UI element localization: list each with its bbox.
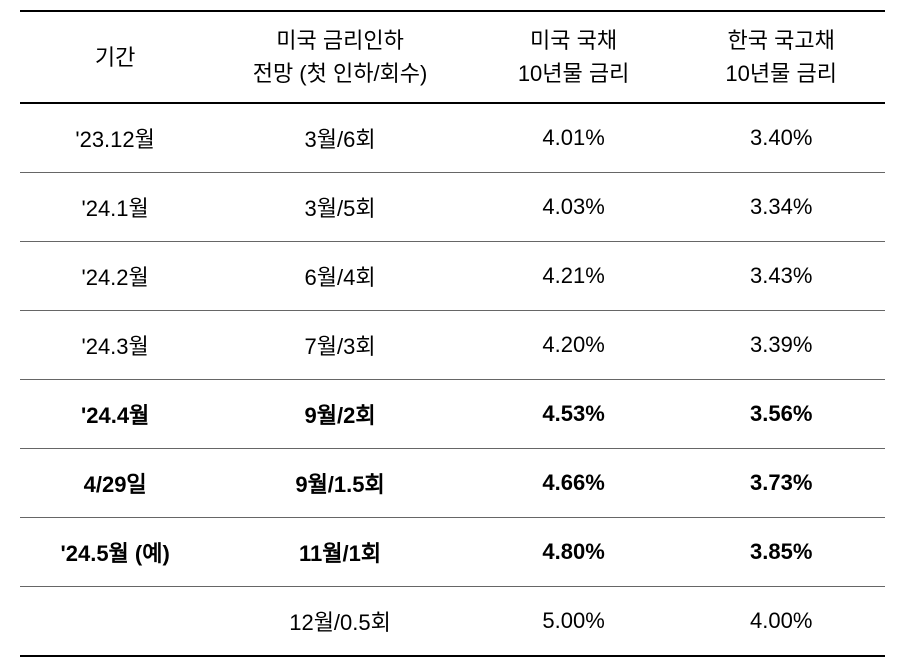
table-body: '23.12월3월/6회4.01%3.40%'24.1월3월/5회4.03%3.…	[20, 103, 885, 656]
table-row: '24.4월9월/2회4.53%3.56%	[20, 380, 885, 449]
table-row: '24.2월6월/4회4.21%3.43%	[20, 242, 885, 311]
table-cell: 4.53%	[470, 380, 678, 449]
table-cell: 4.03%	[470, 173, 678, 242]
table-cell: 12월/0.5회	[210, 587, 470, 657]
col-header-period: 기간	[20, 11, 210, 103]
table-cell: '24.1월	[20, 173, 210, 242]
table-cell: 5.00%	[470, 587, 678, 657]
table-cell: 3.39%	[677, 311, 885, 380]
table-cell: 3.34%	[677, 173, 885, 242]
table-cell: 6월/4회	[210, 242, 470, 311]
table-cell: 3.40%	[677, 103, 885, 173]
header-label: 미국 금리인하	[276, 28, 404, 53]
table-cell: 3월/6회	[210, 103, 470, 173]
table-row: '24.1월3월/5회4.03%3.34%	[20, 173, 885, 242]
table-row: '23.12월3월/6회4.01%3.40%	[20, 103, 885, 173]
table-cell	[20, 587, 210, 657]
col-header-forecast: 미국 금리인하 전망 (첫 인하/회수)	[210, 11, 470, 103]
table-row: 4/29일9월/1.5회4.66%3.73%	[20, 449, 885, 518]
table-cell: 3.56%	[677, 380, 885, 449]
table-cell: '24.2월	[20, 242, 210, 311]
table-cell: '24.5월 (예)	[20, 518, 210, 587]
table-row: '24.5월 (예)11월/1회4.80%3.85%	[20, 518, 885, 587]
table-cell: 4.66%	[470, 449, 678, 518]
table-cell: 3월/5회	[210, 173, 470, 242]
table-cell: 11월/1회	[210, 518, 470, 587]
table-row: '24.3월7월/3회4.20%3.39%	[20, 311, 885, 380]
table-cell: 4.00%	[677, 587, 885, 657]
table-cell: 9월/2회	[210, 380, 470, 449]
table-cell: '23.12월	[20, 103, 210, 173]
header-label: 미국 국채	[530, 28, 617, 53]
header-label: 기간	[95, 45, 135, 70]
table-cell: 4.01%	[470, 103, 678, 173]
col-header-us: 미국 국채 10년물 금리	[470, 11, 678, 103]
header-label: 한국 국고채	[728, 28, 835, 53]
header-label: 전망 (첫 인하/회수)	[253, 61, 428, 86]
table-cell: 3.85%	[677, 518, 885, 587]
table-cell: 4.20%	[470, 311, 678, 380]
table-cell: 9월/1.5회	[210, 449, 470, 518]
table-cell: 4.21%	[470, 242, 678, 311]
table-row: 12월/0.5회5.00%4.00%	[20, 587, 885, 657]
table-cell: 3.73%	[677, 449, 885, 518]
rates-table: 기간 미국 금리인하 전망 (첫 인하/회수) 미국 국채 10년물 금리 한국…	[20, 10, 885, 657]
header-label: 10년물 금리	[725, 61, 837, 86]
table-cell: 4/29일	[20, 449, 210, 518]
table-cell: 7월/3회	[210, 311, 470, 380]
table-header: 기간 미국 금리인하 전망 (첫 인하/회수) 미국 국채 10년물 금리 한국…	[20, 11, 885, 103]
col-header-kr: 한국 국고채 10년물 금리	[677, 11, 885, 103]
header-label: 10년물 금리	[518, 61, 630, 86]
table-cell: 3.43%	[677, 242, 885, 311]
table-cell: '24.3월	[20, 311, 210, 380]
header-row: 기간 미국 금리인하 전망 (첫 인하/회수) 미국 국채 10년물 금리 한국…	[20, 11, 885, 103]
table-cell: 4.80%	[470, 518, 678, 587]
table-cell: '24.4월	[20, 380, 210, 449]
